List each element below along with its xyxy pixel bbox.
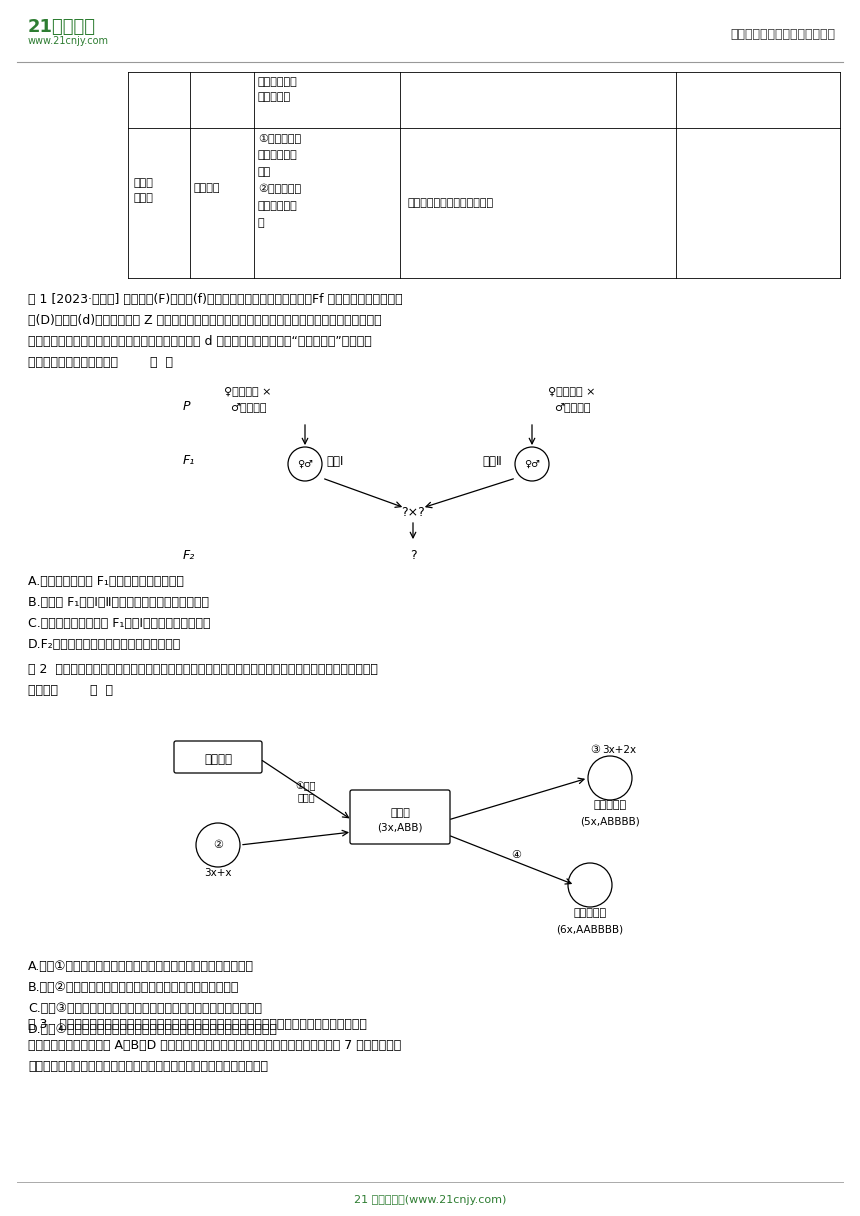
Text: 21世纪教育: 21世纪教育 bbox=[28, 18, 96, 36]
Text: 21 世纪教育网(www.21cnjy.com): 21 世纪教育网(www.21cnjy.com) bbox=[353, 1195, 507, 1205]
Text: C.为缩短育种时间应从 F₁群体Ⅰ中选择父本进行杂交: C.为缩短育种时间应从 F₁群体Ⅰ中选择父本进行杂交 bbox=[28, 617, 211, 630]
Text: P: P bbox=[183, 400, 191, 413]
Text: B.方式②是体细胞与配子杂交获得的，这种变异属于基因重组: B.方式②是体细胞与配子杂交获得的，这种变异属于基因重组 bbox=[28, 981, 239, 993]
Text: 倍过程，如图所示（其中 A、B、D 分别代表不同物种的一个染色体组，每个染色体组均含 7 条染色体）。: 倍过程，如图所示（其中 A、B、D 分别代表不同物种的一个染色体组，每个染色体组… bbox=[28, 1038, 402, 1052]
Text: 状；: 状； bbox=[258, 167, 271, 178]
Text: 三倍体: 三倍体 bbox=[390, 807, 410, 818]
Text: ♂片羽矮小: ♂片羽矮小 bbox=[230, 402, 267, 413]
Text: ①定向地改造: ①定向地改造 bbox=[258, 133, 301, 143]
Text: (3x,ABB): (3x,ABB) bbox=[378, 823, 423, 833]
Text: ①辐射
转基因: ①辐射 转基因 bbox=[296, 781, 316, 803]
Text: F₂: F₂ bbox=[183, 548, 195, 562]
Text: www.21cnjy.com: www.21cnjy.com bbox=[28, 36, 109, 46]
Text: 例 1 [2023·广东卷] 鸡的卷羽(F)对片羽(f)为不完全显性，位于常染色体。Ff 表现为半卷羽；体型正: 例 1 [2023·广东卷] 鸡的卷羽(F)对片羽(f)为不完全显性，位于常染色… bbox=[28, 293, 402, 306]
Text: 3x+x: 3x+x bbox=[205, 868, 231, 878]
Text: 技术复杂，生物安全问题较多: 技术复杂，生物安全问题较多 bbox=[408, 198, 494, 208]
Text: 碍: 碍 bbox=[258, 218, 265, 229]
Text: ♀♂: ♀♂ bbox=[524, 458, 540, 469]
Text: 生物的遗传性: 生物的遗传性 bbox=[258, 150, 298, 161]
Text: ♀片羽矮小 ×: ♀片羽矮小 × bbox=[549, 385, 596, 396]
Text: 程育种: 程育种 bbox=[133, 193, 153, 203]
Text: 在此基础上，人们又通过杂交育种培育出许多优良品种。回答下列问题：: 在此基础上，人们又通过杂交育种培育出许多优良品种。回答下列问题： bbox=[28, 1060, 268, 1073]
Text: D.方式④可利用低温处理三倍体幼苗，抑制有丝分裂过程中线锤体的形成: D.方式④可利用低温处理三倍体幼苗，抑制有丝分裂过程中线锤体的形成 bbox=[28, 1023, 278, 1036]
Text: 改良品种: 改良品种 bbox=[204, 753, 232, 766]
Text: 群体Ⅱ: 群体Ⅱ bbox=[482, 455, 501, 468]
Text: (5x,ABBBB): (5x,ABBBB) bbox=[580, 817, 640, 827]
Text: ♂卷羽正常: ♂卷羽正常 bbox=[554, 402, 590, 413]
Text: B.分别从 F₁群体Ⅰ和Ⅱ中选择亲本可以避免近交衰退: B.分别从 F₁群体Ⅰ和Ⅱ中选择亲本可以避免近交衰退 bbox=[28, 596, 209, 609]
Text: 率，大幅度改: 率，大幅度改 bbox=[258, 77, 298, 88]
Text: 基因工: 基因工 bbox=[133, 178, 153, 188]
Text: A.方式①对材料进行处理后，一定需要通过组织培养才能获得植株: A.方式①对材料进行处理后，一定需要通过组织培养才能获得植株 bbox=[28, 959, 254, 973]
Text: ?: ? bbox=[409, 548, 416, 562]
Text: ④: ④ bbox=[511, 850, 521, 860]
Text: 基因重组: 基因重组 bbox=[194, 182, 220, 193]
Text: 程见图。下列分析错误的是        （  ）: 程见图。下列分析错误的是 （ ） bbox=[28, 356, 173, 368]
Text: 中小学教育资源及组卷应用平台: 中小学教育资源及组卷应用平台 bbox=[730, 28, 835, 41]
Text: C.方式③通过杂交获得，产生的异源五倍体植株一定能产生可育后代: C.方式③通过杂交获得，产生的异源五倍体植株一定能产生可育后代 bbox=[28, 1002, 262, 1015]
Text: ②克服远缘杂: ②克服远缘杂 bbox=[258, 184, 301, 195]
Text: 例 3   普通小麦是目前世界各地栽培的重要粮食作物。普通小麦的形成包括不同物种杂交和染色体加: 例 3 普通小麦是目前世界各地栽培的重要粮食作物。普通小麦的形成包括不同物种杂交… bbox=[28, 1018, 367, 1031]
Text: 3x+2x: 3x+2x bbox=[602, 745, 636, 755]
Text: ♀卷羽正常 ×: ♀卷羽正常 × bbox=[224, 385, 272, 396]
Text: ③: ③ bbox=[590, 745, 600, 755]
Text: 异源五倍体: 异源五倍体 bbox=[593, 800, 627, 810]
Text: 粮型种鸡以实现规模化生产，研究人员拟通过杂交将 d 基因引入广东特色肉鸡“粤西卷羽鸡”，育种过: 粮型种鸡以实现规模化生产，研究人员拟通过杂交将 d 基因引入广东特色肉鸡“粤西卷… bbox=[28, 334, 372, 348]
Text: 常(D)对矮小(d)为显性，位于 Z 染色体。卷羽鸡适应高温环境，矮小鸡饲料利用率高。为培育耐热节: 常(D)对矮小(d)为显性，位于 Z 染色体。卷羽鸡适应高温环境，矮小鸡饲料利用… bbox=[28, 314, 382, 327]
FancyBboxPatch shape bbox=[350, 790, 450, 844]
Text: 正确的是        （  ）: 正确的是 （ ） bbox=[28, 683, 113, 697]
Text: 例 2  禾本科三倍体具有重要的育种价值，如图表示利用三倍体获得新品种的四种方式。下列相关叙述，: 例 2 禾本科三倍体具有重要的育种价值，如图表示利用三倍体获得新品种的四种方式。… bbox=[28, 663, 378, 676]
Text: (6x,AABBBB): (6x,AABBBB) bbox=[556, 925, 624, 935]
Text: 良某些性状: 良某些性状 bbox=[258, 92, 292, 102]
Text: 异源六倍体: 异源六倍体 bbox=[574, 908, 606, 918]
Text: D.F₂中可获得目的性状能够稳定遗传的种鸡: D.F₂中可获得目的性状能够稳定遗传的种鸡 bbox=[28, 638, 181, 651]
Text: 群体Ⅰ: 群体Ⅰ bbox=[326, 455, 343, 468]
Text: ②: ② bbox=[213, 840, 223, 850]
Text: A.正交和反交获得 F₁个体表型和亲本不一样: A.正交和反交获得 F₁个体表型和亲本不一样 bbox=[28, 575, 184, 589]
Text: ?×?: ?×? bbox=[401, 506, 425, 519]
Text: 交不亲和的障: 交不亲和的障 bbox=[258, 201, 298, 212]
FancyBboxPatch shape bbox=[174, 741, 262, 773]
Text: F₁: F₁ bbox=[183, 454, 195, 467]
Text: ♀♂: ♀♂ bbox=[297, 458, 313, 469]
